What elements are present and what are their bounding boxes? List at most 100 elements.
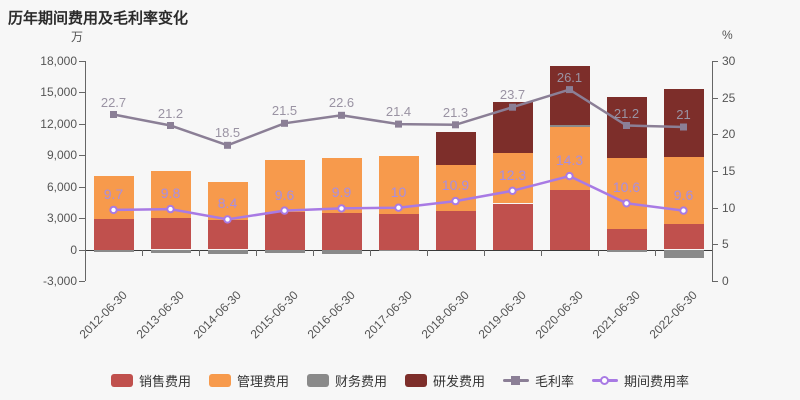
legend-item-研发费用[interactable]: 研发费用 [405, 371, 485, 390]
right-axis-tick-label: 0 [722, 274, 729, 288]
marker-毛利率[interactable] [338, 111, 345, 119]
bar-segment-管理费用[interactable] [606, 158, 647, 229]
left-axis-line [85, 61, 86, 281]
bar-segment-财务费用[interactable] [606, 249, 647, 253]
marker-毛利率[interactable] [509, 103, 516, 111]
bar-segment-管理费用[interactable] [321, 158, 362, 213]
bar-segment-研发费用[interactable] [663, 89, 704, 158]
bar-segment-管理费用[interactable] [207, 181, 248, 221]
x-axis-tick [655, 249, 656, 256]
marker-毛利率[interactable] [110, 111, 117, 118]
marker-毛利率[interactable] [452, 121, 459, 129]
value-label-期间费用率: 10 [390, 183, 407, 200]
right-axis-tick [712, 61, 718, 62]
legend-label: 毛利率 [535, 374, 575, 389]
left-axis-tick [79, 61, 85, 62]
bar-segment-销售费用[interactable] [606, 228, 647, 250]
marker-期间费用率[interactable] [565, 171, 574, 181]
bar-segment-销售费用[interactable] [150, 218, 191, 250]
marker-期间费用率[interactable] [679, 206, 688, 215]
marker-期间费用率[interactable] [166, 204, 175, 214]
bar-segment-财务费用[interactable] [264, 249, 305, 254]
value-label-毛利率: 21.4 [385, 104, 412, 120]
right-axis-tick-label: 15 [722, 164, 736, 178]
marker-毛利率[interactable] [623, 122, 630, 129]
bar-segment-财务费用[interactable] [378, 249, 419, 251]
left-axis-tick [79, 123, 85, 125]
bar-segment-销售费用[interactable] [93, 219, 134, 250]
bar-segment-财务费用[interactable] [549, 124, 590, 127]
x-axis-tick [313, 249, 314, 256]
left-axis-tick-label: 0 [70, 242, 77, 257]
marker-毛利率[interactable] [566, 86, 573, 94]
legend-item-管理费用[interactable]: 管理费用 [208, 371, 289, 390]
marker-毛利率[interactable] [167, 122, 174, 129]
marker-期间费用率[interactable] [622, 199, 631, 208]
x-axis-tick [199, 249, 200, 256]
bar-segment-管理费用[interactable] [492, 153, 533, 204]
legend-label: 销售费用 [138, 374, 191, 389]
value-label-毛利率: 23.7 [499, 87, 526, 103]
marker-期间费用率[interactable] [337, 204, 346, 213]
bar-segment-销售费用[interactable] [264, 211, 305, 250]
bar-segment-销售费用[interactable] [549, 189, 590, 250]
bar-segment-财务费用[interactable] [321, 249, 362, 254]
left-axis-tick [79, 155, 85, 157]
legend-label: 期间费用率 [624, 374, 690, 389]
marker-期间费用率[interactable] [109, 205, 118, 215]
bar-segment-销售费用[interactable] [207, 220, 248, 250]
x-axis-tick [142, 249, 143, 256]
left-axis-tick-label: 3,000 [46, 211, 77, 226]
value-label-期间费用率: 10.6 [612, 179, 641, 196]
x-axis-tick [484, 249, 485, 256]
right-axis-tick-label: 5 [722, 237, 729, 252]
right-axis-tick [712, 281, 718, 282]
right-axis-tick [712, 97, 718, 99]
marker-毛利率[interactable] [224, 141, 231, 149]
bar-segment-管理费用[interactable] [264, 159, 305, 212]
right-axis-tick [712, 207, 718, 209]
marker-期间费用率[interactable] [280, 206, 289, 215]
legend-item-期间费用率[interactable]: 期间费用率 [592, 371, 689, 390]
bar-segment-财务费用[interactable] [663, 249, 704, 258]
legend-item-销售费用[interactable]: 销售费用 [110, 371, 191, 390]
left-axis-tick [79, 218, 85, 220]
left-axis-tick [79, 281, 85, 282]
right-axis-tick-label: 20 [722, 127, 736, 142]
value-label-期间费用率: 9.8 [160, 185, 181, 202]
bar-segment-研发费用[interactable] [435, 132, 476, 165]
marker-毛利率[interactable] [281, 119, 288, 127]
legend-item-财务费用[interactable]: 财务费用 [306, 371, 387, 390]
marker-毛利率[interactable] [395, 120, 402, 128]
left-axis-unit: 万 [70, 30, 83, 44]
legend-label: 财务费用 [334, 374, 387, 389]
x-axis-tick [541, 249, 542, 256]
right-axis-tick-label: 25 [722, 90, 736, 105]
marker-期间费用率[interactable] [508, 186, 517, 196]
bar-segment-销售费用[interactable] [663, 224, 704, 250]
left-axis-tick-label: -3,000 [42, 274, 77, 288]
left-axis-tick-label: 15,000 [40, 85, 77, 100]
marker-毛利率[interactable] [680, 123, 687, 131]
bar-segment-财务费用[interactable] [150, 249, 191, 253]
marker-期间费用率[interactable] [451, 196, 460, 206]
right-axis-unit: % [722, 28, 733, 42]
legend-swatch-icon [306, 374, 329, 387]
legend-line-circle-icon [592, 374, 619, 387]
left-axis-tick [79, 186, 85, 188]
chart-title: 历年期间费用及毛利率变化 [8, 10, 189, 27]
bar-segment-销售费用[interactable] [492, 203, 533, 250]
marker-期间费用率[interactable] [223, 215, 232, 224]
value-label-期间费用率: 9.6 [673, 186, 694, 203]
bar-segment-销售费用[interactable] [435, 210, 476, 250]
bar-segment-财务费用[interactable] [207, 249, 248, 254]
marker-期间费用率[interactable] [394, 203, 403, 212]
value-label-期间费用率: 14.3 [555, 152, 584, 169]
legend-item-毛利率[interactable]: 毛利率 [503, 371, 574, 390]
bar-segment-研发费用[interactable] [549, 66, 590, 125]
bar-segment-销售费用[interactable] [378, 214, 419, 250]
bar-segment-销售费用[interactable] [321, 212, 362, 250]
bar-segment-财务费用[interactable] [93, 249, 134, 253]
